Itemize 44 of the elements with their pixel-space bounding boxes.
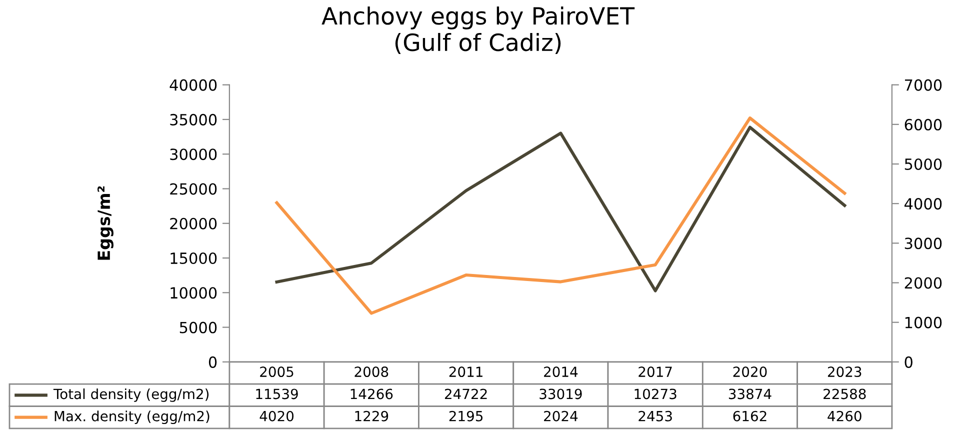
data-label: 33019	[540, 388, 582, 400]
data-label: 4020	[260, 410, 294, 422]
line-series	[275, 116, 846, 315]
data-label: 14266	[350, 388, 393, 400]
x-tick-label: 2014	[544, 366, 578, 378]
x-tick-label: 2023	[828, 366, 862, 378]
x-tick-label: 2017	[638, 366, 672, 378]
data-label: 10273	[634, 388, 676, 400]
y2-tick-label: 0	[904, 356, 912, 368]
data-label: 22588	[824, 388, 866, 400]
y2-tick-label: 7000	[905, 79, 942, 91]
chart-title: Anchovy eggs by PairoVET (Gulf of Cadiz)	[322, 6, 635, 54]
data-label: 33874	[728, 388, 772, 400]
data-label: 4260	[828, 410, 862, 422]
legend-label: Max. density (egg/m2)	[54, 410, 210, 424]
line-series	[275, 126, 846, 292]
y-tick-label: 15000	[170, 252, 217, 264]
x-tick-label: 2011	[449, 366, 482, 378]
y-tick-label: 5000	[180, 322, 217, 334]
y2-tick-label: 4000	[904, 198, 942, 210]
y-tick-label: 10000	[170, 287, 217, 299]
y-tick-label: 35000	[170, 114, 217, 126]
y2-tick-label: 1000	[905, 316, 942, 328]
data-label: 6162	[733, 410, 766, 422]
y-tick-label: 20000	[170, 218, 217, 230]
x-tick-label: 2005	[260, 366, 294, 378]
x-tick-label: 2008	[354, 366, 388, 378]
y-tick-label: 40000	[170, 79, 217, 91]
legend-label: Total density (egg/m2)	[53, 388, 209, 402]
x-tick-label: 2020	[733, 366, 767, 378]
data-label: 24722	[444, 388, 487, 400]
y2-tick-label: 2000	[904, 277, 942, 289]
data-label: 1229	[355, 410, 388, 422]
y2-tick-label: 3000	[904, 238, 942, 250]
y-tick-label: 0	[208, 356, 217, 368]
y-tick-label: 25000	[170, 183, 217, 195]
data-label: 2453	[638, 410, 672, 422]
data-label: 11539	[256, 388, 298, 400]
data-label: 2024	[544, 410, 578, 422]
data-label: 2195	[449, 410, 483, 422]
y2-tick-label: 5000	[904, 158, 942, 170]
y-tick-label: 30000	[170, 148, 217, 160]
y2-tick-label: 6000	[904, 118, 942, 130]
y-axis-title: Eggs/m²	[98, 186, 114, 260]
